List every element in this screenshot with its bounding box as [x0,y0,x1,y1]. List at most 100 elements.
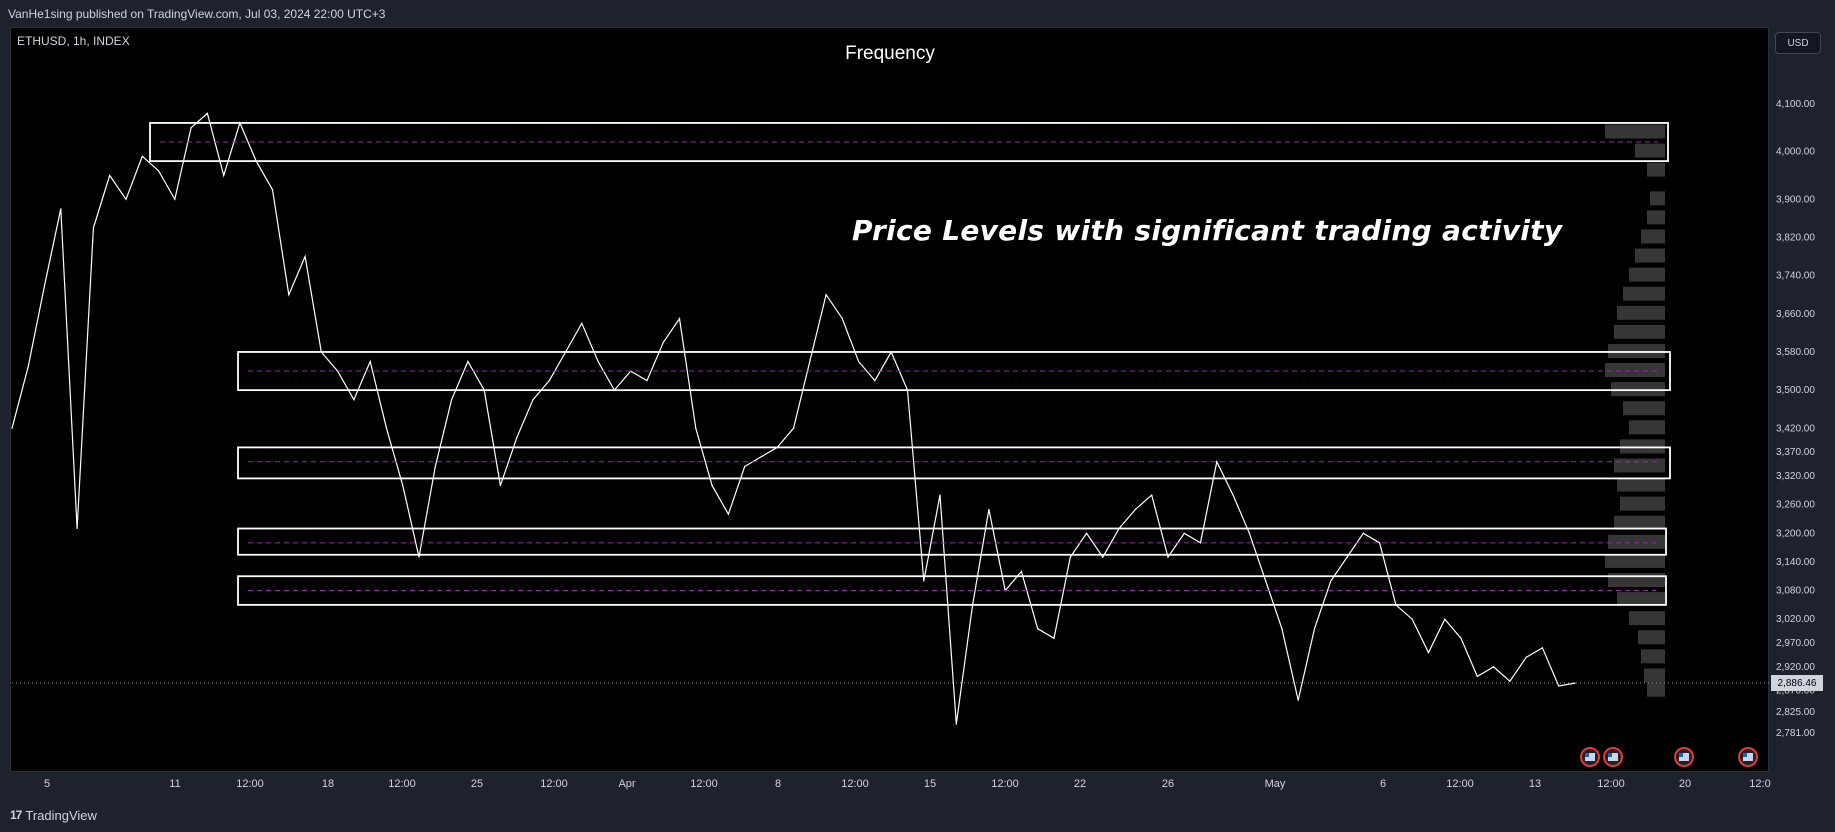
x-tick-label: 12:00 [1597,778,1625,790]
price-point [1183,532,1185,534]
volume-profile-bar [1641,649,1665,664]
x-tick-label: 6 [1380,778,1386,790]
price-point [288,294,290,296]
price-point [271,189,274,191]
volume-profile-bar [1629,611,1665,626]
price-point [1313,628,1316,630]
tradingview-logo-icon: 17 [10,808,22,822]
price-point [858,360,860,363]
volume-profile-bar [1608,534,1665,549]
price-point [923,580,925,582]
price-point [760,456,762,458]
price-point [369,360,371,363]
price-point [1265,580,1267,582]
x-tick-label: 25 [471,778,483,790]
volume-profile-bar [1629,420,1665,435]
volume-profile-bar [1638,630,1665,645]
us-flag-event-icon [1608,753,1612,757]
volume-profile-bar [1608,343,1665,358]
price-point [955,723,957,725]
x-tick-label: May [1265,778,1286,790]
us-flag-event-icon [1585,753,1595,761]
price-series-line [11,112,1576,725]
volume-profile-bar [1620,496,1665,511]
y-tick-label: 2,920.00 [1776,662,1815,673]
volume-profile-bar [1605,553,1665,568]
price-point [141,155,143,157]
level-box [237,575,1667,606]
publish-info: VanHe1sing published on TradingView.com,… [8,6,386,21]
level-box [237,351,1671,392]
price-point [1460,637,1462,639]
tradingview-logo[interactable]: 17 TradingView [10,808,97,823]
symbol-info[interactable]: ETHUSD, 1h, INDEX [17,34,130,48]
currency-button[interactable]: USD [1775,32,1821,54]
price-point [1362,532,1364,534]
current-price-badge: 2,886.46 [1771,675,1823,691]
x-tick-label: 22 [1074,778,1086,790]
y-tick-label: 3,500.00 [1776,385,1815,396]
price-point [1476,675,1478,678]
us-flag-event-icon [1743,753,1753,761]
price-point [939,494,941,496]
price-point [157,170,160,172]
level-box [237,446,1671,480]
price-point [548,380,550,382]
price-point [125,198,127,200]
volume-profile-bar [1605,124,1665,139]
y-tick-label: 3,080.00 [1776,586,1815,597]
x-tick-label: 5 [44,778,50,790]
price-point [1379,542,1381,544]
us-flag-event-icon [1585,753,1589,757]
price-point [1085,532,1088,534]
price-point [1411,618,1413,620]
x-tick-label: 26 [1162,778,1174,790]
y-tick-label: 3,580.00 [1776,347,1815,358]
chart-annotation: Price Levels with significant trading ac… [852,214,1563,247]
volume-profile-bar [1611,382,1665,397]
price-point [1151,494,1153,496]
price-point [988,508,990,511]
x-tick-label: 8 [775,778,781,790]
price-point [60,208,62,210]
price-point [841,317,843,320]
footer: 17 TradingView [0,798,1835,832]
price-point [353,399,355,401]
price-point [43,284,46,286]
y-tick-label: 3,260.00 [1776,500,1815,511]
y-tick-label: 3,020.00 [1776,614,1815,625]
us-flag-event-icon [1743,753,1747,757]
price-point [499,484,502,487]
price-point [1020,570,1023,573]
chart-area[interactable] [10,27,1769,772]
volume-profile-bar [1635,143,1665,158]
volume-profile-bar [1620,439,1665,454]
price-point [11,427,13,429]
price-point [1346,556,1348,558]
volume-profile-bar [1605,363,1665,378]
price-point [190,127,192,129]
volume-profile-bar [1644,668,1665,683]
us-flag-event-icon [1608,753,1618,761]
price-chart[interactable]: 4,100.00 4,000.00 3,900.00 3,820.00 3,740.00… [0,0,1835,800]
price-point [1199,542,1202,544]
volume-profile-bar [1650,191,1665,206]
price-point [1281,628,1283,630]
volume-profile-bar [1614,458,1665,473]
x-tick-label: 18 [322,778,334,790]
price-point [581,322,583,324]
price-point [223,174,225,177]
price-point [1053,637,1055,639]
y-tick-label: 3,420.00 [1776,423,1815,434]
price-point [1037,628,1039,630]
price-point [450,399,453,401]
price-point [874,380,876,382]
price-point [92,227,95,229]
volume-profile-bar [1617,592,1665,607]
volume-profile-bar [1641,229,1665,244]
price-point [792,427,795,429]
volume-profile-bar [1617,477,1665,492]
price-point [1102,556,1104,558]
y-tick-label: 3,200.00 [1776,528,1815,539]
price-point [206,112,208,114]
